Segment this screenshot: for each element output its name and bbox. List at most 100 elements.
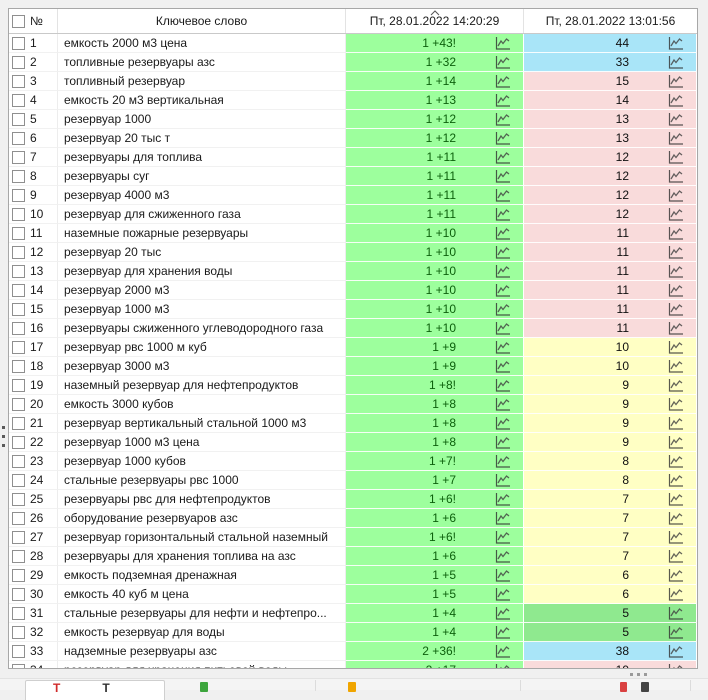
table-row[interactable]: 22 резервуар 1000 м3 цена 1 +8 9 bbox=[9, 433, 697, 452]
table-row[interactable]: 18 резервуар 3000 м3 1 +9 10 bbox=[9, 357, 697, 376]
keyword-cell[interactable]: резервуары для топлива bbox=[58, 148, 346, 167]
chart-icon[interactable] bbox=[667, 188, 684, 203]
vertical-splitter-handle[interactable] bbox=[2, 426, 5, 453]
chart-icon[interactable] bbox=[494, 663, 511, 670]
chart-icon[interactable] bbox=[667, 321, 684, 336]
keyword-cell[interactable]: резервуар 20 тыс bbox=[58, 243, 346, 262]
position-cell-date-2[interactable]: 44 bbox=[524, 34, 697, 53]
keyword-cell[interactable]: стальные резервуары рвс 1000 bbox=[58, 471, 346, 490]
position-cell-date-2[interactable]: 7 bbox=[524, 509, 697, 528]
keyword-cell[interactable]: топливные резервуары азс bbox=[58, 53, 346, 72]
chart-icon[interactable] bbox=[494, 549, 511, 564]
keyword-cell[interactable]: наземный резервуар для нефтепродуктов bbox=[58, 376, 346, 395]
chart-icon[interactable] bbox=[667, 511, 684, 526]
position-cell-date-2[interactable]: 8 bbox=[524, 452, 697, 471]
row-checkbox[interactable] bbox=[12, 454, 25, 468]
position-cell-date-2[interactable]: 11 bbox=[524, 224, 697, 243]
row-checkbox[interactable] bbox=[12, 606, 25, 620]
position-cell-date-1[interactable]: 1 +11 bbox=[346, 186, 524, 205]
keyword-cell[interactable]: резервуар 2000 м3 bbox=[58, 281, 346, 300]
position-cell-date-2[interactable]: 14 bbox=[524, 91, 697, 110]
position-cell-date-2[interactable]: 38 bbox=[524, 642, 697, 661]
position-cell-date-1[interactable]: 1 +10 bbox=[346, 300, 524, 319]
chart-icon[interactable] bbox=[667, 587, 684, 602]
position-cell-date-2[interactable]: 11 bbox=[524, 300, 697, 319]
position-cell-date-1[interactable]: 2 +17 bbox=[346, 661, 524, 670]
keyword-cell[interactable]: резервуар горизонтальный стальной наземн… bbox=[58, 528, 346, 547]
row-checkbox[interactable] bbox=[12, 587, 25, 601]
keyword-cell[interactable]: емкость 40 куб м цена bbox=[58, 585, 346, 604]
row-checkbox[interactable] bbox=[12, 473, 25, 487]
chart-icon[interactable] bbox=[667, 207, 684, 222]
chart-icon[interactable] bbox=[494, 245, 511, 260]
position-cell-date-2[interactable]: 6 bbox=[524, 566, 697, 585]
chart-icon[interactable] bbox=[667, 454, 684, 469]
chart-icon[interactable] bbox=[667, 264, 684, 279]
position-cell-date-1[interactable]: 1 +12 bbox=[346, 110, 524, 129]
keyword-cell[interactable]: надземные резервуары азс bbox=[58, 642, 346, 661]
table-row[interactable]: 24 стальные резервуары рвс 1000 1 +7 8 bbox=[9, 471, 697, 490]
row-checkbox[interactable] bbox=[12, 169, 25, 183]
chart-icon[interactable] bbox=[667, 568, 684, 583]
chart-icon[interactable] bbox=[667, 55, 684, 70]
chart-icon[interactable] bbox=[494, 283, 511, 298]
row-checkbox[interactable] bbox=[12, 511, 25, 525]
position-cell-date-2[interactable]: 5 bbox=[524, 604, 697, 623]
position-cell-date-2[interactable]: 13 bbox=[524, 110, 697, 129]
chart-icon[interactable] bbox=[667, 150, 684, 165]
chart-icon[interactable] bbox=[494, 188, 511, 203]
header-date-column-1[interactable]: Пт, 28.01.2022 14:20:29 bbox=[346, 9, 524, 33]
tab-3-icon[interactable] bbox=[348, 682, 356, 692]
chart-icon[interactable] bbox=[494, 397, 511, 412]
position-cell-date-1[interactable]: 1 +5 bbox=[346, 585, 524, 604]
chart-icon[interactable] bbox=[667, 416, 684, 431]
tab-4-icon[interactable] bbox=[620, 682, 627, 692]
position-cell-date-1[interactable]: 1 +9 bbox=[346, 357, 524, 376]
chart-icon[interactable] bbox=[667, 549, 684, 564]
position-cell-date-2[interactable]: 9 bbox=[524, 433, 697, 452]
position-cell-date-1[interactable]: 1 +32 bbox=[346, 53, 524, 72]
chart-icon[interactable] bbox=[667, 93, 684, 108]
row-checkbox[interactable] bbox=[12, 112, 25, 126]
position-cell-date-2[interactable]: 12 bbox=[524, 148, 697, 167]
position-cell-date-2[interactable]: 7 bbox=[524, 490, 697, 509]
row-checkbox[interactable] bbox=[12, 321, 25, 335]
position-cell-date-1[interactable]: 1 +7 bbox=[346, 471, 524, 490]
chart-icon[interactable] bbox=[494, 321, 511, 336]
table-row[interactable]: 14 резервуар 2000 м3 1 +10 11 bbox=[9, 281, 697, 300]
chart-icon[interactable] bbox=[494, 606, 511, 621]
keyword-cell[interactable]: емкость подземная дренажная bbox=[58, 566, 346, 585]
position-cell-date-2[interactable]: 9 bbox=[524, 395, 697, 414]
row-checkbox[interactable] bbox=[12, 625, 25, 639]
tab-2-icon[interactable] bbox=[200, 682, 208, 692]
chart-icon[interactable] bbox=[667, 492, 684, 507]
table-row[interactable]: 21 резервуар вертикальный стальной 1000 … bbox=[9, 414, 697, 433]
row-checkbox[interactable] bbox=[12, 36, 25, 50]
keyword-cell[interactable]: резервуары сжиженного углеводородного га… bbox=[58, 319, 346, 338]
chart-icon[interactable] bbox=[494, 302, 511, 317]
position-cell-date-2[interactable]: 7 bbox=[524, 547, 697, 566]
keyword-cell[interactable]: резервуар для сжиженного газа bbox=[58, 205, 346, 224]
chart-icon[interactable] bbox=[494, 492, 511, 507]
row-checkbox[interactable] bbox=[12, 188, 25, 202]
position-cell-date-2[interactable]: 10 bbox=[524, 357, 697, 376]
table-row[interactable]: 9 резервуар 4000 м3 1 +11 12 bbox=[9, 186, 697, 205]
position-cell-date-1[interactable]: 1 +14 bbox=[346, 72, 524, 91]
position-cell-date-2[interactable]: 6 bbox=[524, 585, 697, 604]
keyword-cell[interactable]: наземные пожарные резервуары bbox=[58, 224, 346, 243]
position-cell-date-1[interactable]: 1 +12 bbox=[346, 129, 524, 148]
keyword-cell[interactable]: резервуар 1000 м3 цена bbox=[58, 433, 346, 452]
position-cell-date-2[interactable]: 10 bbox=[524, 338, 697, 357]
chart-icon[interactable] bbox=[494, 36, 511, 51]
position-cell-date-1[interactable]: 1 +10 bbox=[346, 281, 524, 300]
chart-icon[interactable] bbox=[494, 587, 511, 602]
row-checkbox[interactable] bbox=[12, 74, 25, 88]
table-row[interactable]: 20 емкость 3000 кубов 1 +8 9 bbox=[9, 395, 697, 414]
tab-active[interactable]: Т Т bbox=[25, 680, 165, 700]
chart-icon[interactable] bbox=[494, 340, 511, 355]
chart-icon[interactable] bbox=[494, 454, 511, 469]
chart-icon[interactable] bbox=[494, 131, 511, 146]
position-cell-date-2[interactable]: 5 bbox=[524, 623, 697, 642]
chart-icon[interactable] bbox=[494, 264, 511, 279]
row-checkbox[interactable] bbox=[12, 378, 25, 392]
